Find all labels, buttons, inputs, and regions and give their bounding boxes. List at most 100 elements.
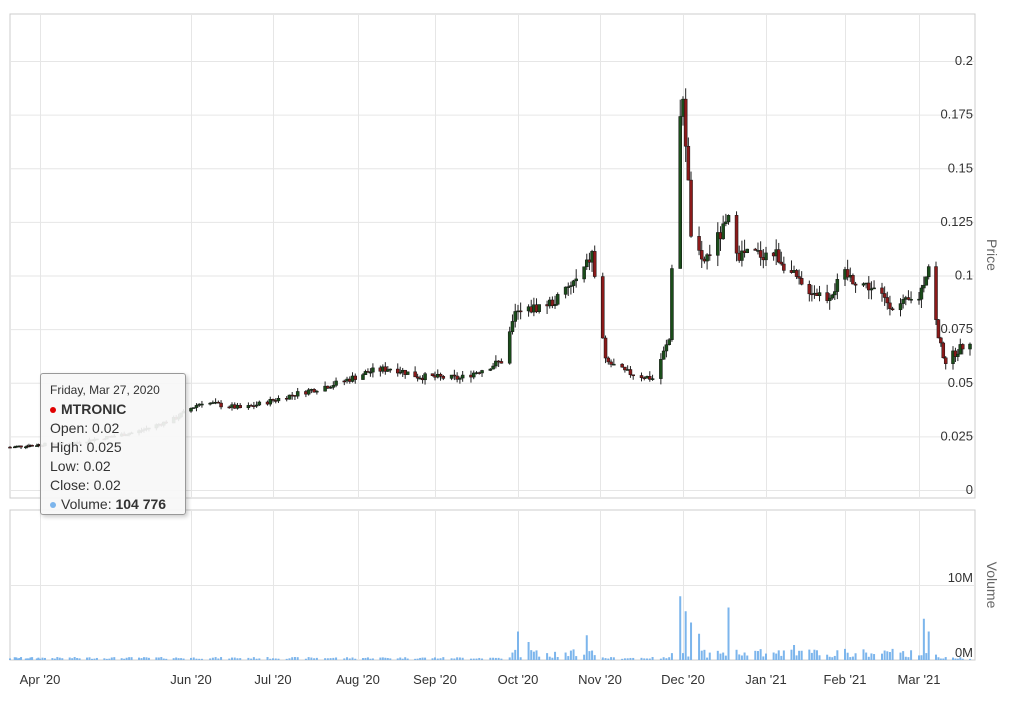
- volume-bar: [956, 658, 959, 660]
- volume-bar: [51, 658, 54, 660]
- candle-body: [661, 350, 666, 360]
- candle-body: [779, 261, 784, 265]
- volume-bar: [494, 657, 497, 660]
- tooltip-series-name: MTRONIC: [61, 401, 127, 417]
- volume-bar: [86, 657, 89, 660]
- candle-body: [315, 390, 319, 393]
- candle-body: [585, 259, 589, 268]
- candle-body: [606, 357, 611, 363]
- candle-body: [631, 374, 635, 377]
- candle-body: [794, 270, 799, 277]
- volume-bar: [798, 650, 801, 660]
- volume-bar: [891, 648, 894, 660]
- volume-bar: [381, 657, 384, 660]
- volume-bar: [140, 658, 143, 660]
- volume-bar: [588, 651, 591, 660]
- volume-bar: [389, 658, 392, 660]
- volume-bar: [157, 657, 160, 660]
- volume-bar: [239, 658, 242, 660]
- volume-bar: [888, 651, 891, 660]
- volume-bar: [217, 658, 220, 660]
- volume-bar: [961, 658, 964, 660]
- price-tick-label: 0.1: [955, 268, 973, 283]
- candle-body: [882, 293, 887, 298]
- candle-body: [880, 287, 884, 294]
- volume-bar: [738, 654, 741, 660]
- candle-body: [708, 254, 712, 256]
- volume-bar: [211, 657, 214, 660]
- volume-bar: [43, 657, 46, 660]
- volume-bar: [530, 650, 533, 660]
- volume-bar: [881, 653, 883, 660]
- volume-bar: [659, 658, 662, 660]
- volume-bar: [442, 657, 445, 660]
- volume-bar: [15, 657, 18, 660]
- volume-bar: [927, 631, 930, 660]
- volume-bar: [959, 657, 962, 660]
- volume-bar: [266, 657, 269, 660]
- volume-bar: [954, 658, 957, 660]
- volume-bar: [258, 658, 261, 660]
- volume-bar: [583, 654, 586, 660]
- volume-bar: [925, 653, 928, 660]
- candle-body: [276, 398, 281, 402]
- candle-body: [764, 252, 768, 261]
- candle-body: [361, 374, 365, 380]
- candle-body: [686, 145, 691, 181]
- price-tick-label: 0.075: [940, 321, 973, 336]
- price-tick-label: 0: [966, 482, 973, 497]
- candle-body: [363, 371, 368, 375]
- volume-bar: [324, 658, 327, 660]
- volume-bar: [935, 654, 937, 660]
- candle-body: [689, 179, 693, 237]
- volume-bar: [626, 658, 629, 660]
- date-ticks: Apr '20 Jun '20 Jul '20 Aug '20 Sep '20 Oct '…: [20, 672, 941, 687]
- candle-body: [623, 366, 627, 371]
- volume-bar: [469, 658, 472, 660]
- volume-bar: [554, 651, 557, 660]
- volume-bar: [604, 658, 607, 660]
- volume-bar: [862, 649, 865, 660]
- volume-bar: [39, 658, 41, 660]
- volume-bar: [910, 650, 913, 660]
- volume-bar: [177, 658, 180, 660]
- volume-bar: [304, 658, 307, 660]
- volume-bar: [13, 657, 16, 660]
- volume-bar: [952, 657, 954, 660]
- candle-body: [271, 399, 275, 401]
- candle-body: [699, 250, 704, 260]
- candle-body: [191, 407, 196, 409]
- volume-bar: [851, 656, 854, 660]
- volume-bar: [937, 657, 940, 660]
- candle-body: [219, 402, 223, 408]
- volume-bar: [708, 652, 711, 660]
- tooltip-high: High: 0.025: [50, 439, 122, 455]
- candle-body: [563, 286, 568, 295]
- volume-bar: [172, 658, 175, 660]
- volume-bar: [180, 658, 183, 660]
- candle-body: [740, 250, 744, 261]
- candle-body: [441, 376, 446, 379]
- candle-body: [458, 377, 462, 380]
- volume-bar: [399, 657, 402, 660]
- price-tick-label: 0.025: [940, 428, 973, 443]
- volume-bar: [759, 649, 762, 660]
- volume-tick-label: 0M: [955, 645, 973, 660]
- volume-bar: [190, 657, 192, 660]
- volume-bar: [277, 658, 280, 660]
- volume-bar: [610, 657, 613, 660]
- volume-bar: [497, 657, 500, 660]
- volume-bar: [826, 654, 829, 660]
- price-ticks: 0 0.025 0.05 0.075 0.1 0.125 0.15 0.175 0.2: [940, 53, 973, 497]
- volume-bar: [130, 657, 133, 660]
- volume-bar: [492, 657, 495, 660]
- volume-bar: [162, 658, 165, 660]
- volume-bar: [828, 656, 831, 660]
- candle-body: [513, 311, 517, 322]
- volume-bar: [607, 658, 610, 660]
- volume-bar: [922, 618, 925, 660]
- candle-body: [405, 371, 410, 375]
- candle-body: [353, 375, 358, 380]
- date-tick-label: Dec '20: [661, 672, 705, 687]
